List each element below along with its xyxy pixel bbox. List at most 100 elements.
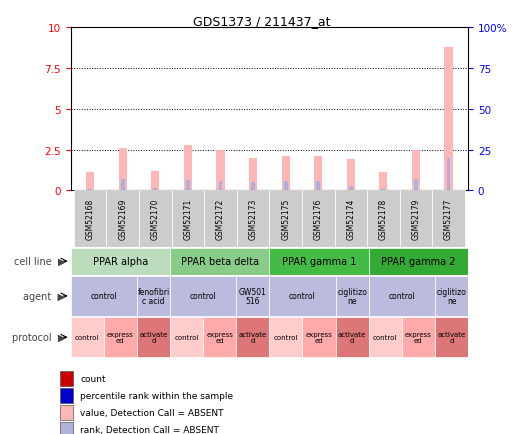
Bar <box>369 318 402 357</box>
Bar <box>400 191 432 247</box>
Text: count: count <box>81 375 106 383</box>
Bar <box>281 157 290 191</box>
Text: GW501
516: GW501 516 <box>239 287 267 306</box>
Bar <box>153 188 157 191</box>
Bar <box>349 186 353 191</box>
Bar <box>236 318 269 357</box>
Bar <box>86 173 94 191</box>
Bar <box>172 191 204 247</box>
Text: cell line  ▶: cell line ▶ <box>14 256 65 266</box>
Bar <box>74 191 107 247</box>
Text: GSM52176: GSM52176 <box>314 198 323 240</box>
Text: control: control <box>75 335 99 340</box>
Text: GSM52172: GSM52172 <box>216 199 225 240</box>
Text: express
ed: express ed <box>107 331 134 344</box>
Bar <box>217 150 224 191</box>
Bar <box>367 191 400 247</box>
Bar <box>203 318 236 357</box>
Bar <box>335 191 367 247</box>
Bar <box>237 191 269 247</box>
Text: rank, Detection Call = ABSENT: rank, Detection Call = ABSENT <box>81 425 219 434</box>
Bar <box>184 145 192 191</box>
Text: GSM52168: GSM52168 <box>86 199 95 240</box>
Text: PPAR gamma 1: PPAR gamma 1 <box>282 256 356 266</box>
Text: ciglitizo
ne: ciglitizo ne <box>337 287 367 306</box>
Bar <box>88 189 92 191</box>
Bar <box>249 158 257 191</box>
Text: ciglitizo
ne: ciglitizo ne <box>437 287 467 306</box>
Text: control: control <box>190 292 217 301</box>
Bar <box>219 182 222 191</box>
Text: GSM52171: GSM52171 <box>184 199 192 240</box>
Text: PPAR alpha: PPAR alpha <box>93 256 148 266</box>
Text: GSM52170: GSM52170 <box>151 198 160 240</box>
Text: protocol  ▶: protocol ▶ <box>12 332 65 342</box>
Text: PPAR beta delta: PPAR beta delta <box>180 256 259 266</box>
Bar <box>60 405 73 420</box>
Bar <box>151 171 160 191</box>
Bar <box>107 191 139 247</box>
Bar <box>283 182 288 191</box>
Text: activate
d: activate d <box>437 331 465 344</box>
Bar <box>137 276 170 316</box>
Text: express
ed: express ed <box>305 331 333 344</box>
Bar <box>379 173 388 191</box>
Text: express
ed: express ed <box>405 331 432 344</box>
Bar <box>71 318 104 357</box>
Bar <box>170 248 269 275</box>
Text: control: control <box>174 335 199 340</box>
Bar <box>204 191 237 247</box>
Bar <box>314 157 322 191</box>
Bar <box>104 318 137 357</box>
Text: activate
d: activate d <box>338 331 366 344</box>
Bar <box>269 276 336 316</box>
Bar <box>186 181 190 191</box>
Bar <box>139 191 172 247</box>
Bar <box>251 183 255 191</box>
Bar <box>402 318 435 357</box>
Bar <box>412 150 420 191</box>
Bar <box>71 276 137 316</box>
Bar <box>336 318 369 357</box>
Text: agent  ▶: agent ▶ <box>24 291 65 301</box>
Text: activate
d: activate d <box>139 331 167 344</box>
Bar <box>121 180 124 191</box>
Bar <box>137 318 170 357</box>
Bar <box>435 276 468 316</box>
Text: GSM52173: GSM52173 <box>248 198 257 240</box>
Bar <box>119 148 127 191</box>
Bar <box>435 318 468 357</box>
Text: value, Detection Call = ABSENT: value, Detection Call = ABSENT <box>81 408 224 417</box>
Text: fenofibri
c acid: fenofibri c acid <box>138 287 169 306</box>
Bar <box>269 191 302 247</box>
Bar <box>445 48 452 191</box>
Text: GSM52175: GSM52175 <box>281 198 290 240</box>
Bar <box>369 276 435 316</box>
Bar <box>369 248 468 275</box>
Text: GSM52177: GSM52177 <box>444 198 453 240</box>
Text: GDS1373 / 211437_at: GDS1373 / 211437_at <box>193 15 330 28</box>
Text: PPAR gamma 2: PPAR gamma 2 <box>381 256 456 266</box>
Bar <box>447 158 450 191</box>
Bar <box>336 276 369 316</box>
Bar <box>60 422 73 434</box>
Text: control: control <box>90 292 117 301</box>
Bar <box>269 318 302 357</box>
Text: control: control <box>289 292 316 301</box>
Text: control: control <box>274 335 298 340</box>
Bar <box>236 276 269 316</box>
Text: express
ed: express ed <box>206 331 233 344</box>
Bar <box>71 248 170 275</box>
Bar <box>170 276 236 316</box>
Bar <box>269 248 369 275</box>
Bar <box>316 181 320 191</box>
Bar <box>347 160 355 191</box>
Bar <box>170 318 203 357</box>
Text: control: control <box>373 335 397 340</box>
Bar <box>302 318 336 357</box>
Bar <box>302 191 335 247</box>
Bar <box>60 372 73 386</box>
Text: percentile rank within the sample: percentile rank within the sample <box>81 391 233 400</box>
Bar <box>60 388 73 403</box>
Text: GSM52179: GSM52179 <box>412 198 420 240</box>
